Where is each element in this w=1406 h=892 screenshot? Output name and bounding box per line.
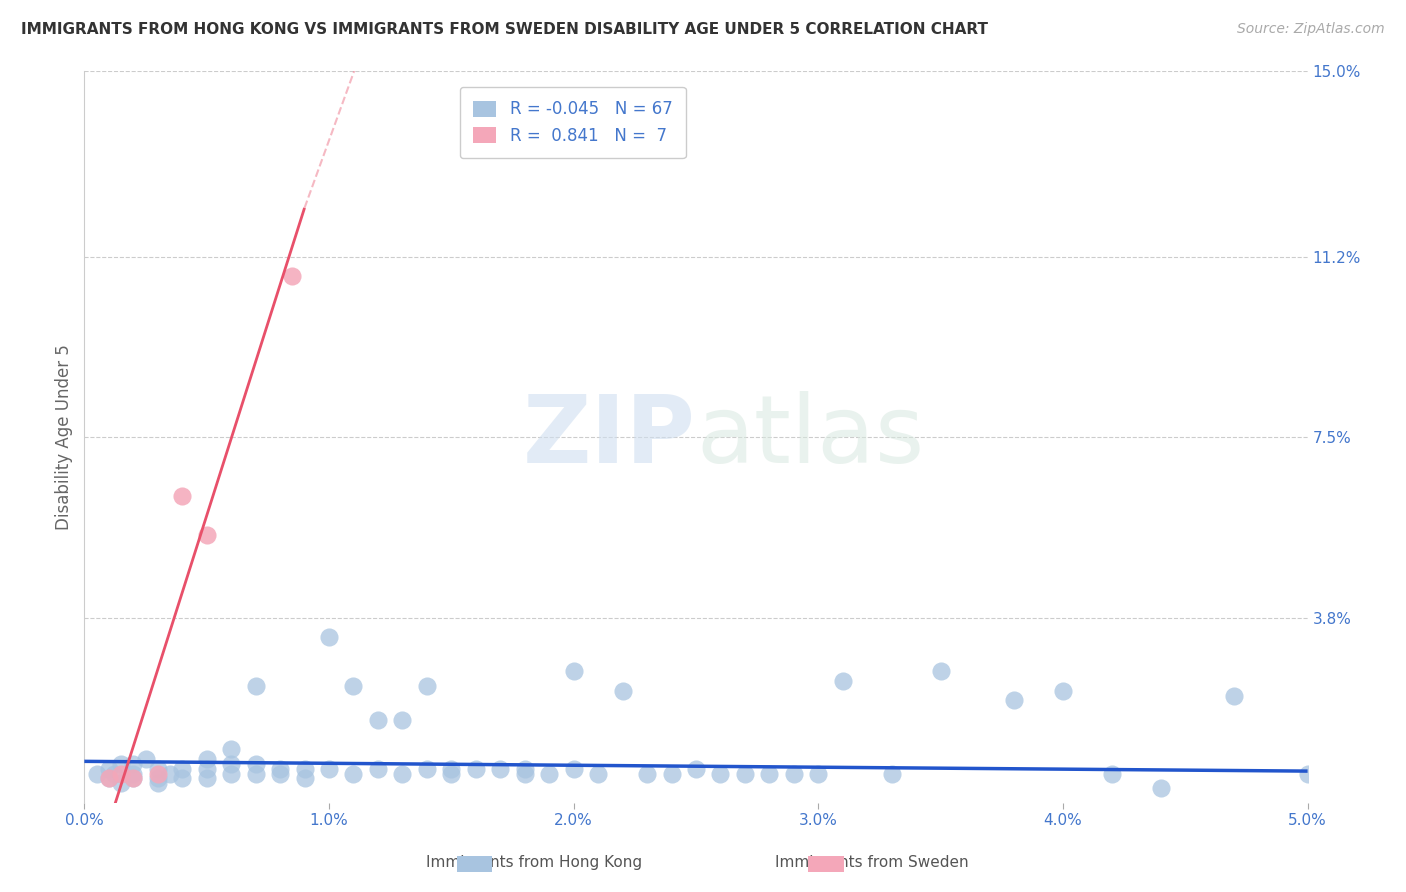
- Point: [219, 766, 242, 780]
- Point: [342, 679, 364, 693]
- Text: IMMIGRANTS FROM HONG KONG VS IMMIGRANTS FROM SWEDEN DISABILITY AGE UNDER 5 CORRE: IMMIGRANTS FROM HONG KONG VS IMMIGRANTS …: [21, 22, 988, 37]
- Point: [195, 752, 218, 766]
- Point: [172, 762, 194, 776]
- Point: [1223, 689, 1246, 703]
- Point: [318, 630, 340, 644]
- Point: [135, 752, 157, 766]
- Point: [110, 756, 132, 771]
- Point: [661, 766, 683, 780]
- Point: [146, 772, 169, 786]
- Point: [416, 679, 439, 693]
- Point: [1296, 766, 1319, 780]
- Point: [391, 713, 413, 727]
- Point: [440, 762, 463, 776]
- Point: [245, 679, 267, 693]
- Point: [1052, 683, 1074, 698]
- Legend: R = -0.045   N = 67, R =  0.841   N =  7: R = -0.045 N = 67, R = 0.841 N = 7: [460, 87, 686, 158]
- Point: [367, 713, 389, 727]
- Text: atlas: atlas: [696, 391, 924, 483]
- Point: [97, 762, 120, 776]
- Point: [513, 762, 536, 776]
- Point: [195, 527, 218, 541]
- Point: [110, 766, 132, 780]
- Point: [586, 766, 609, 780]
- Text: ZIP: ZIP: [523, 391, 696, 483]
- Point: [122, 766, 145, 780]
- Point: [294, 772, 316, 786]
- Point: [97, 772, 120, 786]
- Point: [1002, 693, 1025, 707]
- Point: [269, 762, 291, 776]
- Point: [612, 683, 634, 698]
- Point: [464, 762, 486, 776]
- Point: [294, 762, 316, 776]
- Point: [880, 766, 903, 780]
- Point: [367, 762, 389, 776]
- Point: [172, 489, 194, 503]
- Point: [831, 673, 853, 688]
- Point: [318, 762, 340, 776]
- Point: [103, 766, 125, 780]
- Point: [636, 766, 658, 780]
- Point: [416, 762, 439, 776]
- Point: [245, 766, 267, 780]
- Point: [807, 766, 830, 780]
- Point: [122, 756, 145, 771]
- Point: [172, 772, 194, 786]
- Point: [513, 766, 536, 780]
- Point: [562, 762, 585, 776]
- Text: Immigrants from Hong Kong: Immigrants from Hong Kong: [426, 855, 643, 870]
- Point: [122, 772, 145, 786]
- Point: [342, 766, 364, 780]
- Point: [146, 766, 169, 780]
- Point: [219, 742, 242, 756]
- Point: [783, 766, 806, 780]
- Point: [97, 772, 120, 786]
- Point: [146, 762, 169, 776]
- Point: [195, 762, 218, 776]
- Text: Immigrants from Sweden: Immigrants from Sweden: [775, 855, 969, 870]
- Point: [245, 756, 267, 771]
- Point: [122, 772, 145, 786]
- Point: [758, 766, 780, 780]
- Point: [1101, 766, 1123, 780]
- Point: [281, 269, 304, 284]
- Point: [709, 766, 731, 780]
- Text: Source: ZipAtlas.com: Source: ZipAtlas.com: [1237, 22, 1385, 37]
- Point: [391, 766, 413, 780]
- Point: [489, 762, 512, 776]
- Y-axis label: Disability Age Under 5: Disability Age Under 5: [55, 344, 73, 530]
- Point: [440, 766, 463, 780]
- Point: [159, 766, 181, 780]
- Point: [146, 776, 169, 790]
- Point: [734, 766, 756, 780]
- Point: [685, 762, 707, 776]
- Point: [110, 776, 132, 790]
- Point: [929, 664, 952, 678]
- Point: [195, 772, 218, 786]
- Point: [562, 664, 585, 678]
- Point: [86, 766, 108, 780]
- Point: [1150, 781, 1173, 796]
- Point: [269, 766, 291, 780]
- Point: [219, 756, 242, 771]
- Point: [538, 766, 561, 780]
